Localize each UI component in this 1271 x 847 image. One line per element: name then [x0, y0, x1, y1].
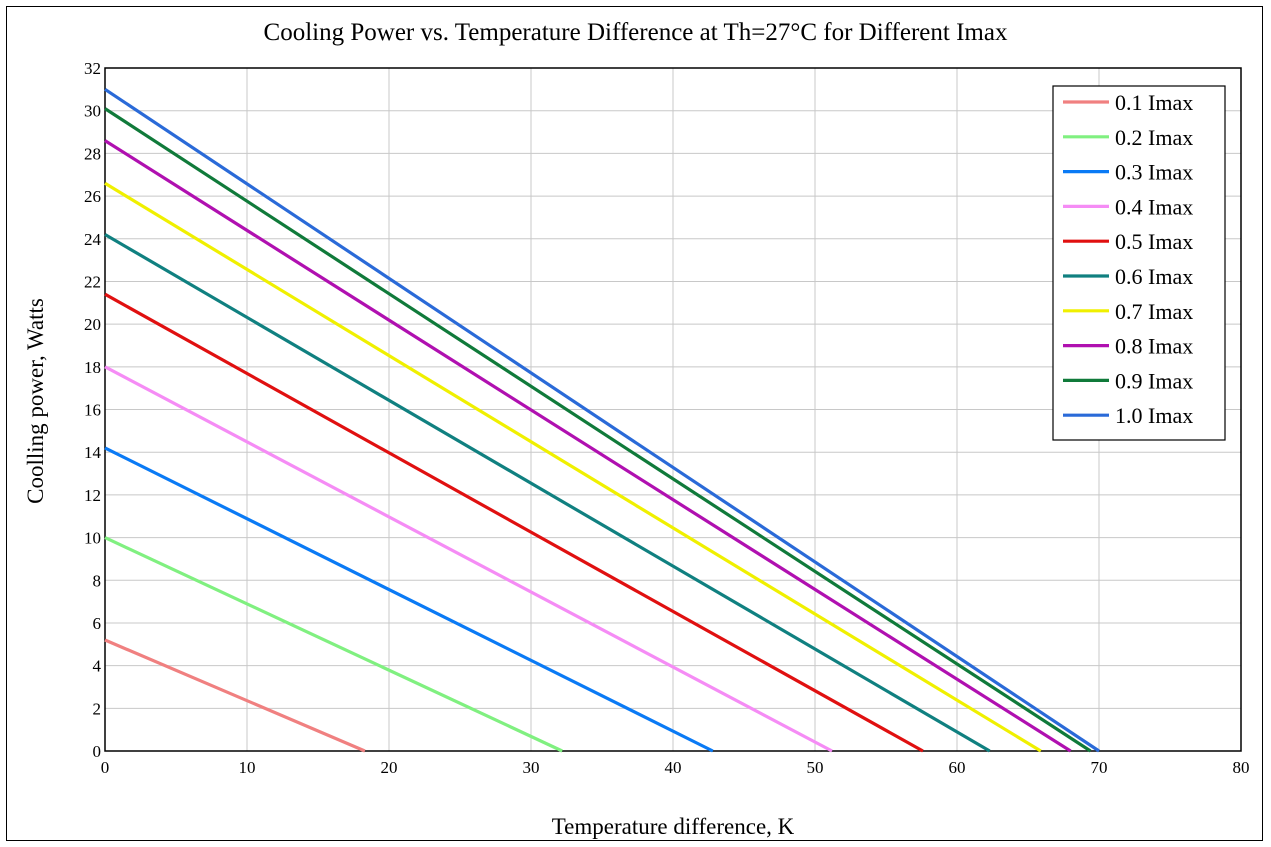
legend-entry-label: 0.2 Imax: [1115, 125, 1193, 150]
legend-entry-label: 0.1 Imax: [1115, 90, 1193, 115]
x-tick-label: 30: [523, 758, 540, 777]
series-line-7: [104, 181, 1042, 753]
x-tick-label: 60: [949, 758, 966, 777]
series-line-4: [104, 365, 833, 753]
y-tick-label: 14: [84, 443, 102, 462]
series-line-9: [104, 107, 1092, 753]
x-tick-label: 0: [101, 758, 110, 777]
legend-entry-label: 0.7 Imax: [1115, 299, 1193, 324]
legend-entry-label: 0.6 Imax: [1115, 264, 1193, 289]
x-axis-label: Temperature difference, K: [551, 814, 795, 839]
y-tick-label: 20: [84, 315, 101, 334]
y-tick-label: 6: [93, 614, 102, 633]
legend-entry-label: 1.0 Imax: [1115, 403, 1193, 428]
legend-entry-label: 0.5 Imax: [1115, 229, 1193, 254]
chart-title: Cooling Power vs. Temperature Difference…: [263, 19, 1008, 46]
x-tick-label: 80: [1233, 758, 1250, 777]
x-tick-label: 50: [807, 758, 824, 777]
y-axis-label: Coolling power, Watts: [23, 298, 48, 504]
y-tick-label: 18: [84, 358, 101, 377]
y-tick-label: 24: [84, 230, 102, 249]
series-line-8: [104, 139, 1072, 753]
series-line-2: [104, 536, 563, 753]
y-tick-label: 8: [93, 571, 102, 590]
y-tick-label: 32: [84, 59, 101, 78]
series-line-3: [104, 446, 714, 753]
y-tick-label: 30: [84, 102, 101, 121]
legend-entry-label: 0.9 Imax: [1115, 368, 1193, 393]
plot-border: [104, 67, 1242, 752]
legend-entry-label: 0.8 Imax: [1115, 334, 1193, 359]
x-tick-label: 20: [381, 758, 398, 777]
y-tick-label: 10: [84, 529, 101, 548]
x-tick-label: 70: [1091, 758, 1108, 777]
x-tick-label: 40: [665, 758, 682, 777]
legend-entry-label: 0.3 Imax: [1115, 160, 1193, 185]
y-tick-label: 16: [84, 401, 101, 420]
y-tick-label: 22: [84, 272, 101, 291]
series-line-1: [104, 638, 366, 753]
y-tick-label: 12: [84, 486, 101, 505]
series-line-5: [104, 292, 924, 753]
x-tick-label: 10: [239, 758, 256, 777]
legend-entry-label: 0.4 Imax: [1115, 194, 1193, 219]
y-tick-label: 28: [84, 144, 101, 163]
y-tick-label: 26: [84, 187, 101, 206]
series-line-10: [104, 87, 1100, 753]
y-tick-label: 4: [93, 657, 102, 676]
y-tick-label: 2: [93, 699, 102, 718]
y-tick-label: 0: [93, 742, 102, 761]
series-line-6: [104, 233, 991, 753]
